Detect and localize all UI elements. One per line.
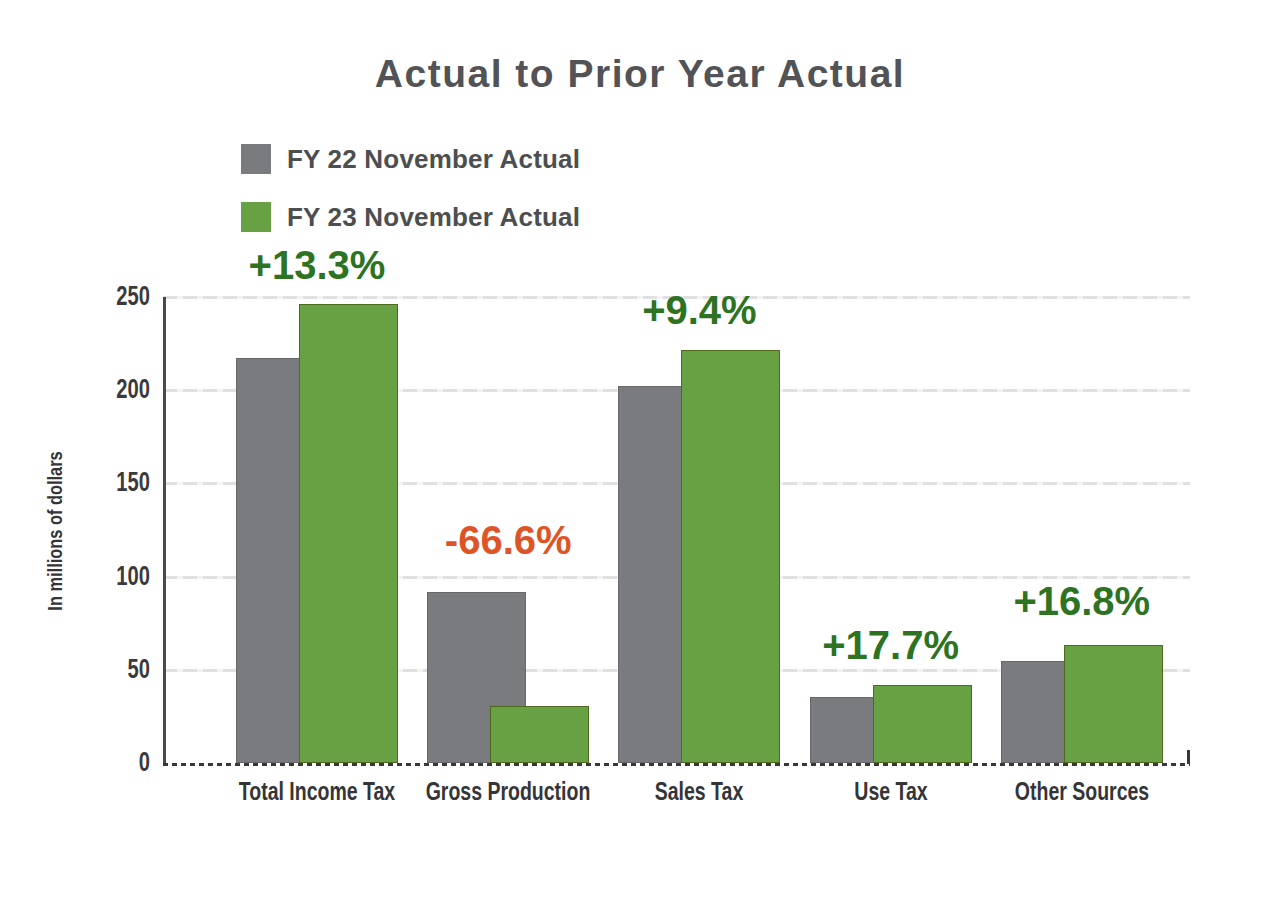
legend-item-fy22: FY 22 November Actual xyxy=(241,144,580,174)
x-category-label-2: Sales Tax xyxy=(602,776,797,807)
legend-swatch-fy23 xyxy=(241,202,271,232)
legend-item-fy23: FY 23 November Actual xyxy=(241,202,580,232)
legend-label-fy22: FY 22 November Actual xyxy=(287,144,580,175)
y-tick-label-50: 50 xyxy=(85,653,150,685)
bar-fy23-3 xyxy=(873,685,972,763)
y-tick-label-250: 250 xyxy=(85,280,150,312)
legend-label-fy23: FY 23 November Actual xyxy=(287,202,580,233)
change-label-1: -66.6% xyxy=(348,518,668,563)
legend-swatch-fy22 xyxy=(241,144,271,174)
y-axis-line xyxy=(163,297,166,763)
x-axis-end-tick xyxy=(1187,750,1190,764)
x-axis-line xyxy=(163,763,1190,766)
y-tick-label-100: 100 xyxy=(85,560,150,592)
y-tick-label-200: 200 xyxy=(85,373,150,405)
change-label-2: +9.4% xyxy=(539,288,859,333)
chart-title: Actual to Prior Year Actual xyxy=(0,52,1280,96)
x-category-label-4: Other Sources xyxy=(984,776,1179,807)
x-category-label-0: Total Income Tax xyxy=(220,776,415,807)
change-label-0: +13.3% xyxy=(157,243,477,288)
bar-fy23-1 xyxy=(490,706,589,763)
change-label-4: +16.8% xyxy=(922,579,1242,624)
bar-fy23-2 xyxy=(681,350,780,763)
change-label-3: +17.7% xyxy=(731,623,1051,668)
y-tick-label-150: 150 xyxy=(85,466,150,498)
bar-fy23-4 xyxy=(1064,645,1163,763)
bar-chart: Actual to Prior Year Actual FY 22 Novemb… xyxy=(0,0,1280,899)
y-axis-title: In millions of dollars xyxy=(43,414,69,648)
y-tick-label-0: 0 xyxy=(85,746,150,778)
x-category-label-3: Use Tax xyxy=(793,776,988,807)
x-category-label-1: Gross Production xyxy=(411,776,606,807)
